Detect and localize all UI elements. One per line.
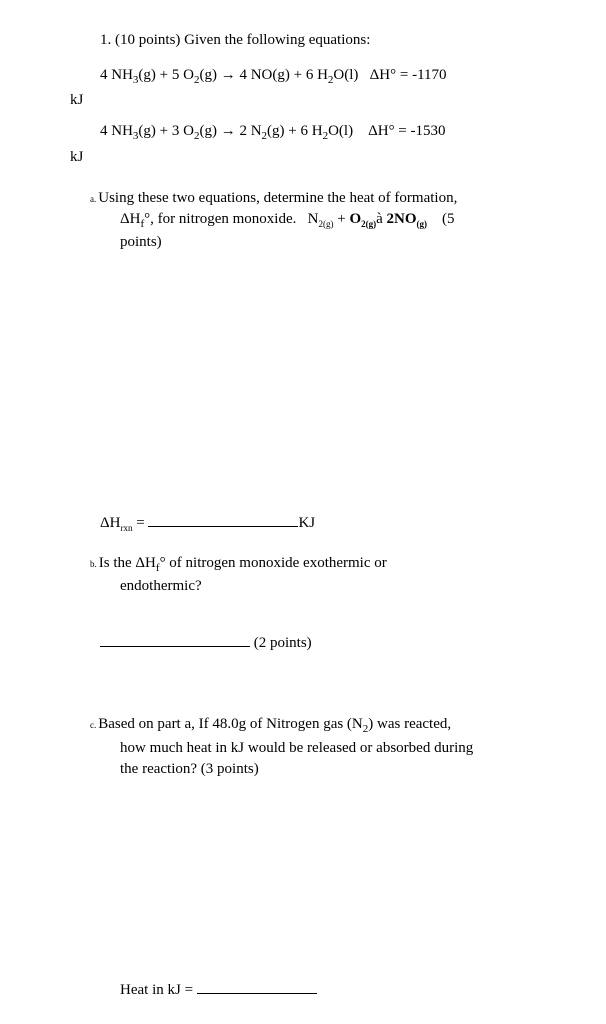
part-b-blank[interactable] — [100, 633, 250, 647]
eq2-unit: kJ — [70, 147, 556, 168]
part-c-line3: the reaction? (3 points) — [120, 759, 556, 780]
part-a-label: a. — [90, 194, 96, 204]
part-a-answer: ΔHrxn = KJ — [100, 513, 556, 535]
part-b-line2: endothermic? — [120, 576, 556, 597]
part-a: a.Using these two equations, determine t… — [90, 188, 556, 253]
part-c: c.Based on part a, If 48.0g of Nitrogen … — [90, 714, 556, 779]
heat-label: Heat in kJ = — [120, 982, 197, 998]
part-c-answer: Heat in kJ = — [120, 980, 556, 1001]
part-b-label: b. — [90, 559, 97, 569]
part-c-line1: Based on part a, If 48.0g of Nitrogen ga… — [98, 716, 451, 732]
part-b: b.Is the ΔHf° of nitrogen monoxide exoth… — [90, 553, 556, 597]
part-a-blank[interactable] — [148, 513, 298, 527]
eq2-formula: 4 NH3(g) + 3 O2(g) → 2 N2(g) + 6 H2O(l) … — [100, 123, 446, 139]
equation-2: 4 NH3(g) + 3 O2(g) → 2 N2(g) + 6 H2O(l) … — [100, 121, 556, 144]
part-b-line1: Is the ΔHf° of nitrogen monoxide exother… — [99, 555, 387, 571]
eq1-formula: 4 NH3(g) + 5 O2(g) → 4 NO(g) + 6 H2O(l) … — [100, 67, 447, 83]
part-c-blank[interactable] — [197, 980, 317, 994]
part-a-line1: Using these two equations, determine the… — [98, 190, 457, 206]
header-text: 1. (10 points) Given the following equat… — [100, 32, 370, 48]
part-a-line3: points) — [120, 232, 556, 253]
eq1-unit: kJ — [70, 90, 556, 111]
part-b-points: (2 points) — [250, 635, 312, 651]
part-a-line2: ΔHf°, for nitrogen monoxide. N2(g) + O2(… — [120, 209, 556, 232]
part-a-answer-unit: KJ — [298, 515, 315, 531]
part-a-dh: ΔHf°, for nitrogen monoxide. N2(g) + O2(… — [120, 211, 455, 227]
part-c-line2: how much heat in kJ would be released or… — [120, 738, 556, 759]
part-b-answer: (2 points) — [100, 633, 556, 654]
part-c-label: c. — [90, 720, 96, 730]
question-header: 1. (10 points) Given the following equat… — [100, 30, 556, 51]
delta-h-rxn-label: ΔHrxn = — [100, 515, 148, 531]
equation-1: 4 NH3(g) + 5 O2(g) → 4 NO(g) + 6 H2O(l) … — [100, 65, 556, 88]
